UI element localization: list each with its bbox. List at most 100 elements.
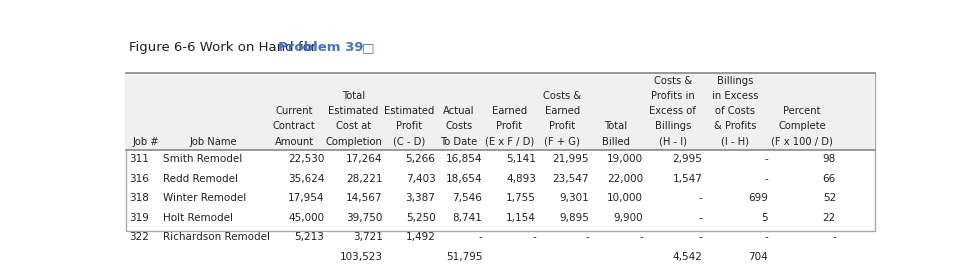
Text: 22,000: 22,000 (607, 174, 644, 184)
Text: 23,547: 23,547 (553, 174, 589, 184)
Text: -: - (585, 232, 589, 242)
Text: 4,893: 4,893 (506, 174, 536, 184)
Text: (F x 100 / D): (F x 100 / D) (771, 137, 833, 147)
Text: 19,000: 19,000 (607, 154, 644, 164)
Text: 45,000: 45,000 (289, 213, 325, 223)
Text: 9,900: 9,900 (613, 213, 644, 223)
Text: 10,000: 10,000 (607, 193, 644, 203)
Text: 3,721: 3,721 (353, 232, 382, 242)
Text: Job #: Job # (133, 137, 159, 147)
Text: -: - (698, 193, 702, 203)
Text: 8,741: 8,741 (452, 213, 483, 223)
Text: Earned: Earned (491, 106, 526, 116)
Text: 7,403: 7,403 (406, 174, 436, 184)
Text: (C - D): (C - D) (393, 137, 425, 147)
Text: in Excess: in Excess (712, 91, 759, 101)
Text: □: □ (362, 41, 374, 54)
Text: Billed: Billed (602, 137, 630, 147)
Text: 9,301: 9,301 (559, 193, 589, 203)
Text: Earned: Earned (545, 106, 580, 116)
Text: 17,954: 17,954 (288, 193, 325, 203)
Text: -: - (764, 154, 768, 164)
Bar (126, 73, 876, 231)
Text: of Costs: of Costs (715, 106, 755, 116)
Text: -: - (532, 232, 536, 242)
Text: 318: 318 (130, 193, 149, 203)
Text: -: - (640, 232, 644, 242)
Text: Costs &: Costs & (543, 91, 581, 101)
Text: 704: 704 (748, 252, 768, 262)
Text: Costs &: Costs & (653, 76, 692, 86)
Text: 1,755: 1,755 (506, 193, 536, 203)
Text: 52: 52 (823, 193, 836, 203)
Text: 35,624: 35,624 (288, 174, 325, 184)
Text: 699: 699 (748, 193, 768, 203)
Text: 98: 98 (823, 154, 836, 164)
Text: 1,154: 1,154 (506, 213, 536, 223)
Text: 21,995: 21,995 (553, 154, 589, 164)
Text: 322: 322 (130, 232, 149, 242)
Text: -: - (833, 232, 836, 242)
Text: 316: 316 (130, 174, 149, 184)
Text: 5,213: 5,213 (294, 232, 325, 242)
Text: Profit: Profit (549, 121, 575, 131)
Text: 1,492: 1,492 (406, 232, 436, 242)
Text: 1,547: 1,547 (673, 174, 702, 184)
Text: To Date: To Date (441, 137, 478, 147)
Text: Redd Remodel: Redd Remodel (164, 174, 239, 184)
Text: Winter Remodel: Winter Remodel (164, 193, 247, 203)
Text: Amount: Amount (275, 137, 314, 147)
Text: Total: Total (604, 121, 628, 131)
Text: Estimated: Estimated (329, 106, 378, 116)
Text: 39,750: 39,750 (346, 213, 382, 223)
Text: Richardson Remodel: Richardson Remodel (164, 232, 270, 242)
Text: 319: 319 (130, 213, 149, 223)
Text: Profits in: Profits in (651, 91, 694, 101)
Text: 51,795: 51,795 (446, 252, 483, 262)
Text: Billings: Billings (717, 76, 754, 86)
Text: Excess of: Excess of (649, 106, 696, 116)
Text: Holt Remodel: Holt Remodel (164, 213, 233, 223)
Text: -: - (698, 232, 702, 242)
Text: Costs: Costs (446, 121, 473, 131)
Text: Completion: Completion (325, 137, 382, 147)
Text: Smith Remodel: Smith Remodel (164, 154, 243, 164)
Text: Contract: Contract (273, 121, 316, 131)
Text: Percent: Percent (783, 106, 821, 116)
Text: 5: 5 (761, 213, 768, 223)
Text: Problem 39: Problem 39 (278, 41, 364, 54)
Text: Profit: Profit (496, 121, 523, 131)
Text: -: - (698, 213, 702, 223)
Text: 5,266: 5,266 (406, 154, 436, 164)
Text: (H - I): (H - I) (659, 137, 686, 147)
Text: Estimated: Estimated (384, 106, 434, 116)
Text: 16,854: 16,854 (446, 154, 483, 164)
Text: 17,264: 17,264 (346, 154, 382, 164)
Text: 5,141: 5,141 (506, 154, 536, 164)
Text: -: - (764, 232, 768, 242)
Text: 3,387: 3,387 (406, 193, 436, 203)
Text: Actual: Actual (443, 106, 475, 116)
Text: 311: 311 (130, 154, 149, 164)
Text: Complete: Complete (778, 121, 826, 131)
Text: & Profits: & Profits (714, 121, 757, 131)
Text: Current: Current (275, 106, 313, 116)
Text: 2,995: 2,995 (673, 154, 702, 164)
Text: -: - (479, 232, 483, 242)
Text: Profit: Profit (396, 121, 422, 131)
Text: 14,567: 14,567 (346, 193, 382, 203)
Text: Job Name: Job Name (190, 137, 238, 147)
Text: 7,546: 7,546 (452, 193, 483, 203)
Text: (F + G): (F + G) (544, 137, 580, 147)
Bar (126, 73, 876, 150)
Text: Cost at: Cost at (336, 121, 371, 131)
Text: 103,523: 103,523 (339, 252, 382, 262)
Text: Figure 6-6 Work on Hand for: Figure 6-6 Work on Hand for (130, 41, 321, 54)
Text: 4,542: 4,542 (673, 252, 702, 262)
Text: 22,530: 22,530 (288, 154, 325, 164)
Text: 9,895: 9,895 (559, 213, 589, 223)
Text: 28,221: 28,221 (346, 174, 382, 184)
Text: 5,250: 5,250 (406, 213, 436, 223)
Text: (E x F / D): (E x F / D) (485, 137, 533, 147)
Text: 22: 22 (823, 213, 836, 223)
